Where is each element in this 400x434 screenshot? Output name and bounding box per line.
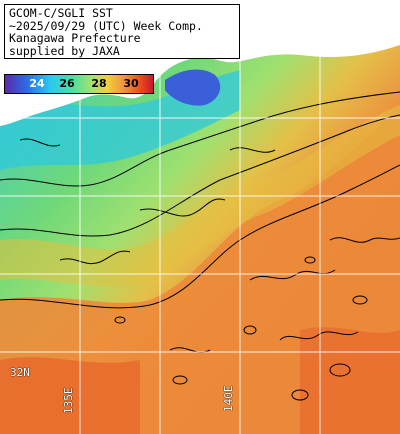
longitude-label-140e: 140E bbox=[222, 385, 235, 413]
colorbar-label-26: 26 bbox=[59, 77, 75, 90]
hot-water-southwest bbox=[0, 357, 140, 434]
colorbar-label-24: 24 bbox=[29, 77, 45, 90]
info-credit: supplied by JAXA bbox=[9, 43, 120, 58]
transition-band bbox=[0, 105, 400, 287]
latitude-label-32n: 32N bbox=[10, 366, 30, 379]
info-title: GCOM-C/SGLI SST bbox=[9, 6, 113, 20]
hot-water-southeast bbox=[300, 327, 400, 434]
colorbar-gradient bbox=[5, 75, 153, 93]
colorbar-label-30: 30 bbox=[123, 77, 139, 90]
sst-colorbar: 24 26 28 30 bbox=[4, 74, 154, 94]
cold-bay-water bbox=[165, 69, 221, 106]
map-info-box: GCOM-C/SGLI SST ~2025/09/29 (UTC) Week C… bbox=[4, 4, 240, 59]
colorbar-label-28: 28 bbox=[91, 77, 107, 90]
longitude-label-135e: 135E bbox=[62, 387, 75, 415]
info-region: Kanagawa Prefecture bbox=[9, 31, 141, 46]
sst-contours bbox=[0, 91, 400, 401]
info-date: ~2025/09/29 (UTC) Week Comp. bbox=[9, 18, 203, 33]
